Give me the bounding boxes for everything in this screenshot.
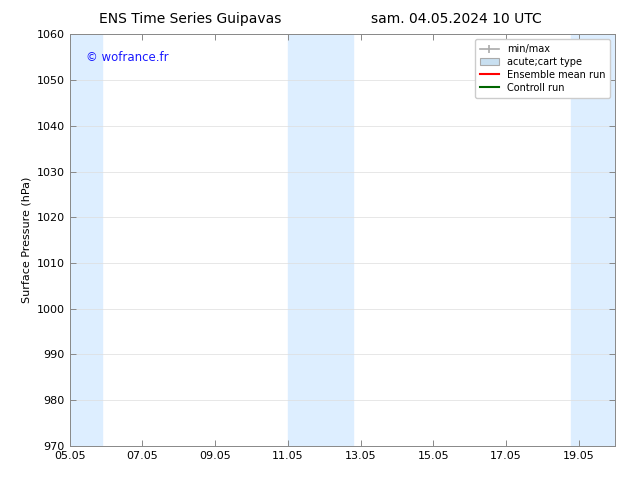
Y-axis label: Surface Pressure (hPa): Surface Pressure (hPa) — [21, 177, 31, 303]
Bar — [571, 34, 619, 446]
Text: © wofrance.fr: © wofrance.fr — [86, 51, 169, 64]
Legend: min/max, acute;cart type, Ensemble mean run, Controll run: min/max, acute;cart type, Ensemble mean … — [475, 39, 610, 98]
Text: ENS Time Series Guipavas: ENS Time Series Guipavas — [99, 12, 281, 26]
Bar — [66, 34, 103, 446]
Text: sam. 04.05.2024 10 UTC: sam. 04.05.2024 10 UTC — [371, 12, 542, 26]
Bar — [288, 34, 353, 446]
